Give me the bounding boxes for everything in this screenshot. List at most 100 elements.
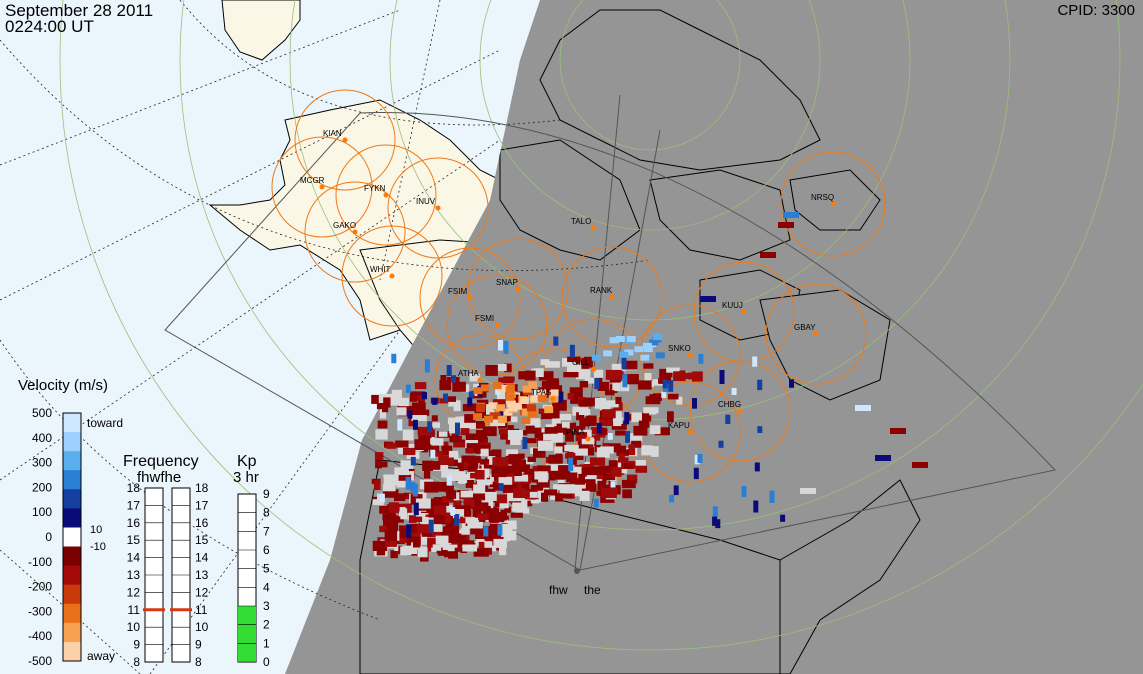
frequency-tick-right: 10 (195, 620, 209, 634)
backscatter-cell (605, 390, 615, 396)
backscatter-cell (490, 416, 506, 426)
backscatter-cell (498, 476, 513, 485)
backscatter-cell (507, 430, 523, 440)
backscatter-cell (653, 393, 662, 401)
frequency-tick-right: 13 (195, 568, 209, 582)
backscatter-cell (382, 513, 397, 521)
backscatter-cell (567, 364, 581, 375)
backscatter-cell (440, 512, 451, 523)
backscatter-cell (446, 485, 454, 495)
backscatter-cell (478, 513, 490, 520)
backscatter-cell (521, 500, 528, 511)
backscatter-cell (587, 447, 595, 456)
backscatter-cell (374, 479, 381, 490)
backscatter-cell (449, 435, 462, 443)
backscatter-cell (431, 415, 438, 422)
station-label: PINA (566, 428, 585, 437)
station-fov-circle (304, 181, 406, 283)
backscatter-cell (423, 469, 431, 479)
backscatter-cell (570, 395, 583, 404)
backscatter-cell (608, 460, 618, 468)
backscatter-cell (380, 461, 388, 468)
radar-site-label-fhw: fhw (549, 583, 568, 597)
station-label: NRSQ (811, 193, 834, 202)
backscatter-cell (398, 537, 407, 543)
backscatter-cell (533, 448, 546, 458)
station-label: FSIM (448, 287, 467, 296)
station-dot (383, 192, 389, 198)
backscatter-cell (534, 427, 542, 438)
backscatter-cell (410, 523, 423, 531)
kp-legend-subtitle: 3 hr (233, 469, 259, 486)
backscatter-cell (497, 531, 506, 542)
backscatter-cell (391, 389, 402, 400)
backscatter-cell (778, 222, 794, 228)
backscatter-cell (653, 334, 663, 341)
backscatter-cell (565, 431, 574, 442)
backscatter-cell (397, 446, 408, 455)
velocity-color-swatch (63, 603, 81, 624)
station-label: RANK (590, 286, 613, 295)
backscatter-cell (875, 455, 891, 461)
backscatter-cell (385, 536, 397, 547)
backscatter-cell (486, 450, 499, 461)
backscatter-cell (427, 538, 437, 548)
backscatter-cell (625, 431, 631, 443)
velocity-legend-title: Velocity (m/s) (18, 377, 108, 394)
backscatter-cell (513, 488, 526, 498)
station-label: GAKO (333, 221, 356, 230)
backscatter-cell (612, 382, 621, 392)
backscatter-cell (634, 346, 644, 353)
backscatter-cell (624, 349, 634, 356)
kp-tick: 3 (263, 599, 270, 613)
station-dot (741, 309, 747, 315)
backscatter-cell (565, 452, 576, 459)
station-dot (435, 205, 441, 211)
backscatter-cell (510, 437, 521, 445)
backscatter-cell (537, 465, 551, 473)
backscatter-cell (423, 444, 432, 450)
backscatter-cell (472, 507, 482, 517)
backscatter-cell (596, 447, 610, 458)
backscatter-cell (432, 398, 438, 405)
backscatter-cell (462, 544, 477, 552)
backscatter-cell (469, 373, 480, 382)
backscatter-cell (394, 467, 409, 476)
backscatter-cell (443, 471, 458, 477)
station-label: SNKO (668, 344, 691, 353)
backscatter-cell (448, 549, 458, 559)
backscatter-cell (474, 499, 482, 510)
frequency-tick-right: 12 (195, 585, 209, 599)
backscatter-cell (538, 471, 548, 483)
backscatter-cell (596, 422, 602, 434)
backscatter-cell (591, 354, 601, 361)
backscatter-cell (504, 416, 511, 422)
backscatter-cell (599, 428, 608, 436)
backscatter-cell (439, 380, 452, 391)
backscatter-cell (618, 453, 625, 463)
station-label: INUV (416, 197, 436, 206)
backscatter-cell (465, 480, 474, 488)
backscatter-cell (480, 448, 489, 457)
backscatter-cell (576, 369, 591, 380)
backscatter-cell (623, 463, 634, 469)
backscatter-cell (654, 427, 670, 436)
backscatter-cell (384, 530, 398, 542)
backscatter-cell (488, 402, 498, 410)
backscatter-cell (622, 374, 628, 388)
backscatter-cell (467, 462, 479, 472)
backscatter-cell (473, 548, 489, 557)
backscatter-cell (409, 391, 418, 402)
backscatter-cell (460, 418, 476, 429)
backscatter-cell (627, 433, 643, 443)
backscatter-cell (514, 474, 529, 482)
backscatter-cell (399, 397, 409, 407)
backscatter-cell (551, 418, 561, 427)
backscatter-cell (615, 430, 626, 436)
backscatter-cell (483, 526, 489, 537)
velocity-color-swatch (63, 584, 81, 605)
backscatter-cell (488, 512, 505, 523)
backscatter-cell (521, 417, 531, 425)
backscatter-cell (769, 490, 775, 503)
backscatter-cell (563, 372, 579, 378)
